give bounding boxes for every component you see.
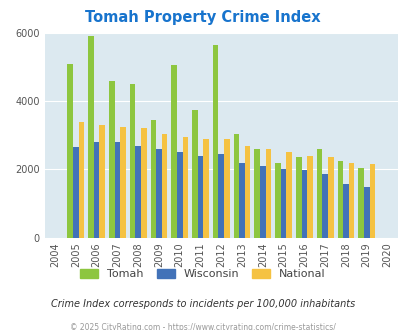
Bar	[301, 170, 307, 238]
Bar	[73, 147, 79, 238]
Bar	[244, 146, 250, 238]
Legend: Tomah, Wisconsin, National: Tomah, Wisconsin, National	[76, 265, 329, 284]
Bar	[130, 84, 135, 238]
Bar	[307, 156, 312, 238]
Bar	[114, 142, 120, 238]
Bar	[239, 163, 244, 238]
Bar	[224, 139, 229, 238]
Text: © 2025 CityRating.com - https://www.cityrating.com/crime-statistics/: © 2025 CityRating.com - https://www.city…	[70, 323, 335, 330]
Text: Tomah Property Crime Index: Tomah Property Crime Index	[85, 10, 320, 25]
Bar	[94, 142, 99, 238]
Bar	[192, 110, 197, 238]
Bar	[156, 149, 161, 238]
Bar	[254, 149, 259, 238]
Bar	[218, 154, 224, 238]
Bar	[67, 64, 73, 238]
Bar	[337, 161, 342, 238]
Bar	[177, 152, 182, 238]
Text: Crime Index corresponds to incidents per 100,000 inhabitants: Crime Index corresponds to incidents per…	[51, 299, 354, 309]
Bar	[135, 146, 141, 238]
Bar	[259, 166, 265, 238]
Bar	[286, 152, 291, 238]
Bar	[316, 149, 322, 238]
Bar	[88, 36, 94, 238]
Bar	[203, 139, 209, 238]
Bar	[161, 134, 167, 238]
Bar	[212, 45, 218, 238]
Bar	[265, 149, 271, 238]
Bar	[322, 174, 327, 238]
Bar	[141, 128, 146, 238]
Bar	[233, 134, 239, 238]
Bar	[120, 127, 126, 238]
Bar	[171, 65, 177, 238]
Bar	[369, 164, 374, 238]
Bar	[342, 184, 348, 238]
Bar	[358, 168, 363, 238]
Bar	[99, 125, 105, 238]
Bar	[348, 163, 354, 238]
Bar	[295, 157, 301, 238]
Bar	[363, 187, 369, 238]
Bar	[109, 81, 114, 238]
Bar	[327, 157, 333, 238]
Bar	[182, 137, 188, 238]
Bar	[275, 163, 280, 238]
Bar	[197, 156, 203, 238]
Bar	[280, 169, 286, 238]
Bar	[150, 120, 156, 238]
Bar	[79, 122, 84, 238]
